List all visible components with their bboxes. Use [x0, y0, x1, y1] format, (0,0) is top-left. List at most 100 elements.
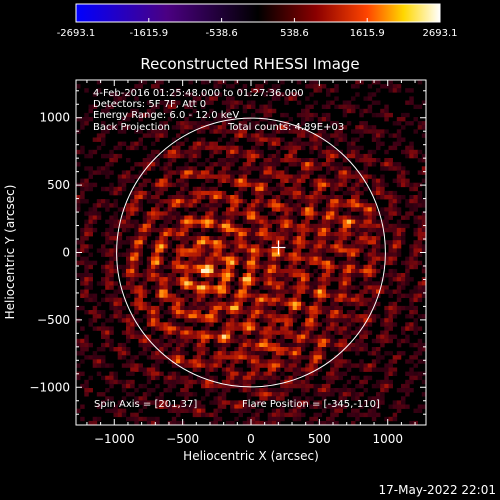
- heatmap-pixel: [338, 347, 343, 352]
- heatmap-pixel: [205, 141, 210, 147]
- heatmap-pixel: [263, 281, 268, 286]
- heatmap-pixel: [188, 334, 193, 340]
- heatmap-pixel: [301, 400, 306, 405]
- heatmap-pixel: [363, 166, 368, 171]
- heatmap-pixel: [167, 244, 173, 249]
- heatmap-pixel: [263, 223, 268, 229]
- heatmap-pixel: [330, 379, 335, 385]
- heatmap-pixel: [226, 162, 231, 167]
- heatmap-pixel: [359, 236, 364, 241]
- heatmap-pixel: [376, 112, 381, 118]
- heatmap-pixel: [367, 223, 373, 229]
- heatmap-pixel: [296, 80, 302, 85]
- heatmap-pixel: [163, 211, 168, 216]
- heatmap-pixel: [271, 232, 277, 237]
- heatmap-pixel: [242, 355, 248, 360]
- heatmap-pixel: [288, 334, 293, 340]
- heatmap-pixel: [251, 305, 256, 311]
- heatmap-pixel: [280, 392, 285, 397]
- heatmap-pixel: [409, 371, 414, 377]
- heatmap-pixel: [138, 338, 143, 344]
- heatmap-pixel: [326, 145, 331, 151]
- heatmap-pixel: [396, 137, 402, 142]
- heatmap-pixel: [251, 268, 256, 274]
- heatmap-pixel: [371, 285, 377, 290]
- heatmap-pixel: [263, 388, 268, 393]
- heatmap-pixel: [271, 268, 277, 274]
- heatmap-pixel: [267, 338, 273, 344]
- heatmap-pixel: [167, 264, 173, 270]
- heatmap-pixel: [251, 153, 256, 159]
- heatmap-pixel: [213, 264, 218, 270]
- heatmap-pixel: [267, 285, 273, 290]
- heatmap-pixel: [167, 273, 173, 278]
- heatmap-pixel: [238, 199, 243, 204]
- heatmap-pixel: [334, 330, 339, 335]
- heatmap-pixel: [217, 145, 223, 151]
- heatmap-pixel: [142, 371, 148, 377]
- heatmap-pixel: [142, 232, 148, 237]
- heatmap-pixel: [326, 104, 331, 110]
- heatmap-pixel: [167, 252, 173, 257]
- heatmap-pixel: [292, 145, 298, 151]
- heatmap-pixel: [271, 166, 277, 171]
- heatmap-pixel: [196, 273, 202, 278]
- heatmap-pixel: [92, 207, 98, 212]
- heatmap-pixel: [280, 338, 285, 344]
- heatmap-pixel: [421, 293, 426, 299]
- heatmap-pixel: [176, 297, 181, 303]
- heatmap-pixel: [201, 273, 206, 278]
- heatmap-pixel: [401, 240, 406, 245]
- heatmap-pixel: [213, 190, 218, 196]
- heatmap-pixel: [271, 289, 277, 294]
- heatmap-pixel: [196, 400, 202, 405]
- heatmap-pixel: [121, 92, 127, 97]
- heatmap-pixel: [167, 240, 173, 245]
- heatmap-pixel: [396, 174, 402, 179]
- heatmap-pixel: [221, 199, 227, 204]
- heatmap-pixel: [171, 182, 177, 188]
- heatmap-pixel: [338, 215, 343, 220]
- heatmap-pixel: [334, 133, 339, 138]
- heatmap-pixel: [205, 190, 210, 196]
- heatmap-pixel: [305, 338, 310, 344]
- heatmap-pixel: [417, 104, 423, 110]
- heatmap-pixel: [413, 285, 418, 290]
- heatmap-pixel: [317, 232, 323, 237]
- heatmap-pixel: [230, 84, 235, 89]
- heatmap-pixel: [201, 215, 206, 220]
- heatmap-pixel: [134, 301, 139, 307]
- heatmap-pixel: [226, 145, 231, 151]
- heatmap-pixel: [317, 190, 323, 196]
- heatmap-pixel: [242, 408, 248, 414]
- heatmap-pixel: [342, 392, 348, 397]
- heatmap-pixel: [230, 170, 235, 175]
- heatmap-pixel: [263, 396, 268, 401]
- heatmap-pixel: [301, 170, 306, 175]
- heatmap-pixel: [363, 203, 368, 208]
- heatmap-pixel: [184, 117, 189, 122]
- heatmap-pixel: [226, 199, 231, 204]
- heatmap-pixel: [171, 232, 177, 237]
- heatmap-pixel: [163, 285, 168, 290]
- heatmap-pixel: [159, 334, 164, 340]
- heatmap-pixel: [101, 203, 106, 208]
- heatmap-pixel: [92, 318, 98, 323]
- heatmap-pixel: [292, 137, 298, 142]
- heatmap-pixel: [396, 199, 402, 204]
- heatmap-pixel: [213, 334, 218, 340]
- heatmap-pixel: [371, 256, 377, 262]
- heatmap-pixel: [109, 125, 114, 130]
- heatmap-pixel: [234, 145, 239, 151]
- heatmap-pixel: [76, 203, 81, 208]
- heatmap-pixel: [405, 314, 410, 319]
- heatmap-pixel: [192, 219, 198, 225]
- heatmap-pixel: [188, 92, 193, 97]
- heatmap-pixel: [330, 219, 335, 225]
- heatmap-pixel: [296, 285, 302, 290]
- heatmap-pixel: [355, 240, 360, 245]
- heatmap-pixel: [246, 92, 252, 97]
- heatmap-pixel: [267, 416, 273, 422]
- heatmap-pixel: [255, 256, 260, 262]
- heatmap-pixel: [171, 408, 177, 414]
